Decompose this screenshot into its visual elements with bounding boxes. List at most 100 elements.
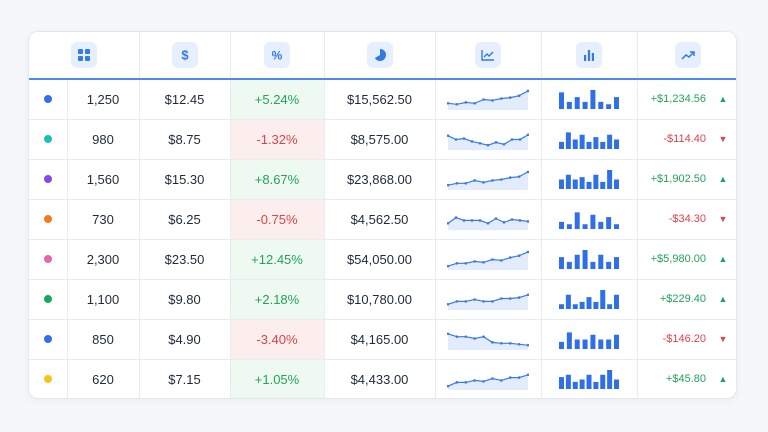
mini-bar	[582, 339, 588, 349]
sparkline-point	[482, 181, 485, 184]
change-value: -$34.30	[668, 213, 706, 225]
grid-icon	[70, 42, 97, 68]
mini-bar	[566, 261, 572, 269]
table-row[interactable]: 1,250 $12.45 +5.24% $15,562.50 +$1,234.56 ▲	[29, 79, 736, 119]
col-header-qty[interactable]	[29, 32, 140, 79]
mini-bar	[559, 257, 564, 269]
sparkline-point	[491, 341, 494, 344]
pie-chart-icon	[366, 42, 393, 68]
change-value: +$45.80	[665, 373, 706, 386]
sparkline-point	[510, 138, 514, 141]
sparkline-point	[482, 261, 485, 264]
table-row[interactable]: 620 $7.15 +1.05% $4,433.00 +$45.80 ▲	[29, 359, 736, 398]
percent-change-cell: +2.18%	[230, 279, 325, 319]
table-row[interactable]: 980 $8.75 -1.32% $8,575.00 -$114.40 ▼	[29, 119, 736, 159]
col-header-total[interactable]	[324, 32, 436, 79]
sparkline-point	[464, 300, 468, 303]
sparkline-line	[447, 90, 529, 106]
change-cell: +$229.40 ▲	[637, 279, 736, 319]
status-dot	[43, 375, 52, 384]
sparkline-point	[486, 143, 490, 147]
mini-bar-chart	[559, 290, 619, 309]
table-header-row: $ %	[29, 32, 736, 79]
price-cell: $6.25	[139, 199, 231, 239]
sparkline-point	[473, 298, 476, 301]
bar-chart-cell	[541, 239, 638, 279]
status-dot	[43, 255, 52, 263]
mini-bar	[614, 379, 619, 390]
table-row[interactable]: 1,560 $15.30 +8.67% $23,868.00 +$1,902.50 ▲	[29, 159, 736, 199]
sparkline-point	[508, 176, 512, 179]
sparkline-point	[455, 381, 459, 384]
sparkline-point	[462, 137, 466, 140]
mini-bar	[606, 104, 612, 110]
mini-bar	[593, 301, 599, 309]
sparkline-point	[455, 182, 459, 185]
price-cell: $9.80	[139, 279, 231, 319]
mini-bar	[606, 217, 612, 229]
price-cell: $15.30	[139, 159, 231, 199]
trend-up-icon	[674, 42, 701, 68]
col-header-trend[interactable]	[435, 32, 542, 79]
mini-bar	[572, 139, 578, 149]
sparkline-point	[464, 262, 468, 265]
col-header-volume[interactable]	[541, 32, 638, 79]
sparkline-point	[473, 260, 476, 263]
col-header-percent[interactable]: %	[230, 32, 325, 79]
status-cell	[29, 79, 68, 119]
table-row[interactable]: 730 $6.25 -0.75% $4,562.50 -$34.30 ▼	[29, 199, 736, 239]
sparkline-point	[455, 103, 459, 106]
table-row[interactable]: 2,300 $23.50 +12.45% $54,050.00 +$5,980.00 ▲	[29, 239, 736, 279]
mini-bar	[593, 174, 599, 189]
sparkline-point	[470, 140, 474, 143]
change-value: +$1,902.50	[650, 173, 706, 185]
sparkline-point	[491, 99, 494, 102]
mini-bar-chart	[559, 170, 619, 189]
sparkline-line	[447, 171, 529, 186]
col-header-price[interactable]: $	[139, 32, 231, 79]
col-header-change[interactable]	[637, 32, 736, 79]
mini-bar	[574, 97, 580, 110]
sparkline-line	[447, 294, 529, 305]
status-dot	[43, 295, 52, 303]
sparkline-point	[491, 377, 494, 381]
sparkline-line	[447, 374, 529, 387]
mini-bar	[614, 224, 619, 229]
percent-change-cell: +5.24%	[230, 79, 325, 119]
sparkline-cell	[435, 159, 542, 199]
status-cell	[29, 279, 68, 319]
sparkline-point	[517, 175, 521, 178]
sparkline-point	[464, 335, 468, 338]
mini-bar	[559, 141, 564, 149]
percent-change-cell: +12.45%	[230, 239, 325, 279]
mini-bar	[579, 379, 585, 390]
sparkline-cell	[435, 359, 542, 398]
quantity-cell: 1,100	[67, 279, 140, 319]
sparkline-point	[482, 300, 485, 303]
sparkline-point	[494, 141, 498, 144]
sparkline-point	[462, 219, 466, 222]
status-cell	[29, 239, 68, 279]
sparkline-point	[517, 342, 521, 346]
mini-bar	[614, 179, 619, 189]
percent-icon: %	[264, 42, 290, 68]
table-row[interactable]: 1,100 $9.80 +2.18% $10,780.00 +$229.40 ▲	[29, 279, 736, 319]
sparkline-point	[447, 302, 450, 306]
bar-chart-cell	[541, 199, 638, 239]
price-cell: $7.15	[139, 359, 231, 398]
mini-bar	[586, 181, 592, 189]
change-value: -$146.20	[662, 333, 706, 345]
total-cell: $4,562.50	[324, 199, 436, 239]
status-cell	[29, 199, 68, 239]
sparkline-chart	[447, 170, 529, 190]
sparkline-area	[448, 134, 528, 150]
sparkline-point	[500, 379, 503, 382]
sparkline-point	[473, 102, 476, 105]
sparkline-point	[447, 134, 450, 137]
sparkline-point	[508, 297, 512, 300]
sparkline-point	[464, 101, 468, 104]
mini-bar	[559, 221, 564, 229]
sparkline-line	[447, 333, 529, 346]
quantity-cell: 1,250	[67, 79, 140, 119]
table-row[interactable]: 850 $4.90 -3.40% $4,165.00 -$146.20 ▼	[29, 319, 736, 359]
